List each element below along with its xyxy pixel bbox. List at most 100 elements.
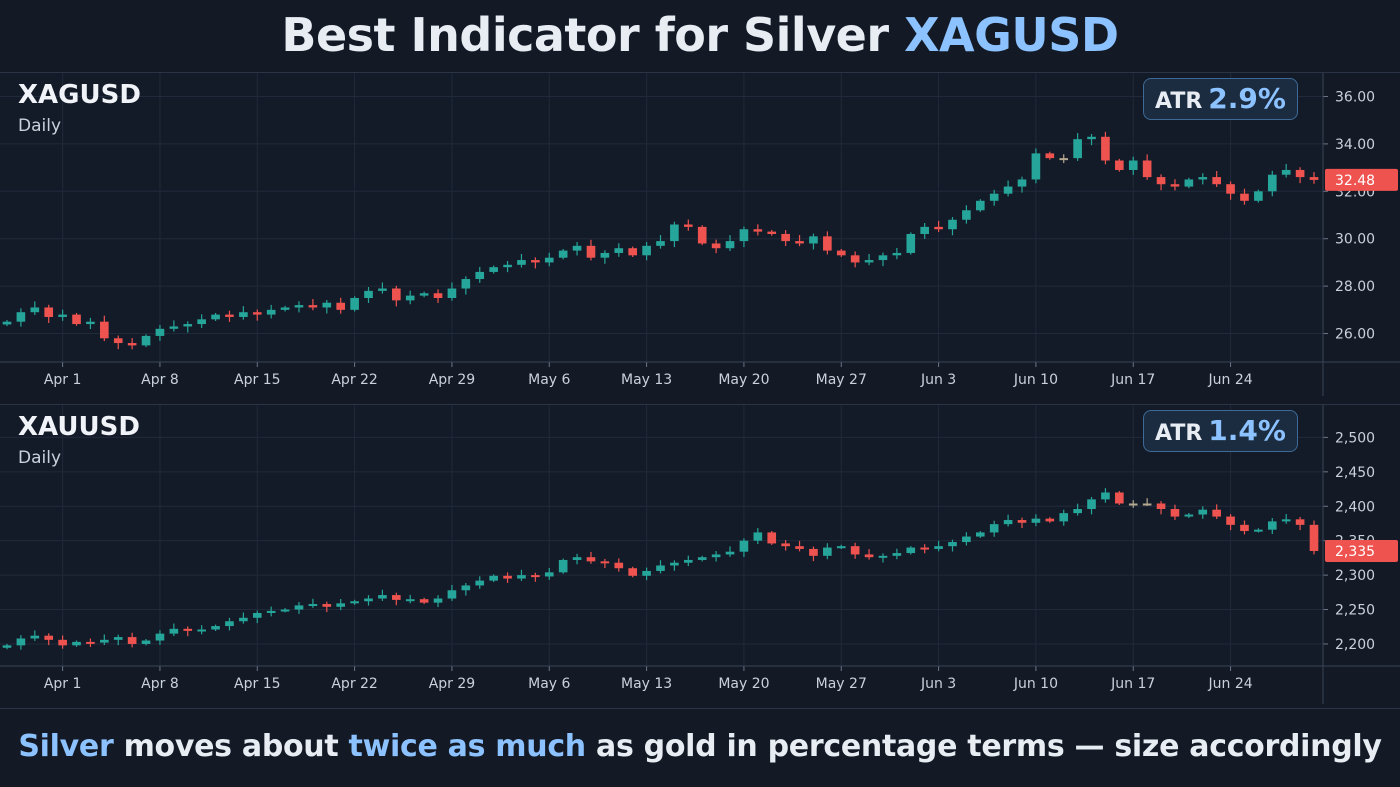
silver-candle-body [1156, 177, 1166, 185]
headline: Best Indicator for Silver XAGUSD [0, 0, 1400, 70]
gold-candle-body [239, 617, 248, 622]
silver-candle-body [1045, 153, 1055, 159]
silver-candle-body [113, 338, 123, 344]
silver-candle-body [183, 324, 193, 327]
gold-candle-body [572, 557, 582, 560]
silver-candle-body [1240, 193, 1249, 201]
gold-atr-label: ATR [1155, 421, 1203, 446]
silver-symbol-label: XAGUSD [18, 80, 141, 110]
silver-x-tick-label: May 13 [621, 372, 672, 388]
silver-candle-body [1003, 186, 1013, 194]
silver-candle-body [850, 255, 860, 263]
silver-candle-body [72, 314, 81, 325]
silver-candle-body [225, 314, 234, 317]
silver-candle-body [878, 255, 888, 261]
silver-x-tick-label: Apr 15 [234, 372, 280, 388]
gold-candle-body [948, 542, 957, 547]
gold-x-tick-label: Jun 24 [1208, 676, 1253, 692]
gold-candle-body [44, 635, 54, 640]
silver-candle-body [461, 279, 471, 289]
gold-candle-body [489, 575, 498, 581]
headline-accent: XAGUSD [904, 8, 1119, 62]
gold-plot-area [0, 404, 1323, 666]
silver-x-tick-label: Apr 1 [44, 372, 82, 388]
gold-candle-body [392, 595, 401, 600]
gold-candle-body [934, 546, 943, 549]
silver-candle-body [1115, 160, 1124, 170]
silver-last-price-label: 32.48 [1335, 173, 1375, 189]
gold-candle-body [419, 599, 429, 603]
silver-candle-body [906, 233, 916, 253]
gold-candle-body [1045, 518, 1055, 522]
gold-x-tick-label: Apr 29 [429, 676, 475, 692]
gold-candle-body [892, 553, 902, 556]
silver-candle-body [252, 312, 262, 315]
silver-candle-body [447, 288, 457, 298]
gold-y-tick-label: 2,450 [1335, 465, 1375, 481]
gold-candle-body [989, 524, 999, 533]
gold-candle-body [683, 559, 693, 563]
gold-candle-body [1240, 524, 1249, 532]
gold-candle-body [1115, 492, 1124, 504]
gold-last-price-tag [1325, 540, 1398, 563]
gold-candle-body [447, 590, 457, 599]
silver-candle-body [753, 229, 763, 232]
gold-y-tick-label: 2,300 [1335, 568, 1375, 584]
silver-candle-body [1017, 179, 1027, 187]
silver-y-tick-label: 26.00 [1335, 327, 1375, 343]
gold-y-tick-label: 2,400 [1335, 499, 1375, 515]
gold-candle-body [433, 598, 443, 603]
silver-candle-body [86, 321, 95, 325]
gold-x-tick-label: Jun 10 [1013, 676, 1058, 692]
gold-candle-body [517, 575, 526, 579]
gold-last-price-label: 2,335 [1335, 544, 1375, 560]
silver-candle-body [1295, 169, 1305, 178]
silver-candle-body [364, 290, 373, 298]
silver-candle-body [503, 264, 512, 268]
gold-candle-body [197, 629, 206, 632]
gold-candle-body [739, 540, 749, 552]
gold-candle-body [141, 640, 151, 644]
silver-candle-body [127, 343, 137, 346]
gold-candle-body [1254, 529, 1263, 532]
gold-atr-value: 1.4% [1208, 414, 1286, 447]
silver-candle-body [1087, 136, 1096, 140]
silver-y-tick-label: 30.00 [1335, 232, 1375, 248]
silver-candle-body [1198, 177, 1208, 180]
gold-candle-body [1128, 503, 1138, 506]
gold-candle-body [350, 601, 359, 604]
footer-text-1: moves about [113, 729, 349, 764]
gold-candle-body [614, 562, 624, 569]
silver-candle-body [1267, 174, 1277, 192]
silver-candle-body [572, 245, 582, 251]
gold-candle-body [1073, 509, 1082, 514]
gold-x-tick-label: Apr 22 [331, 676, 377, 692]
silver-candle-body [16, 312, 26, 322]
gold-candle-body [975, 532, 985, 537]
gold-x-tick-label: May 27 [816, 676, 867, 692]
gold-candle-body [544, 572, 554, 577]
silver-timeframe-label: Daily [18, 116, 62, 136]
silver-candle-body [1184, 179, 1194, 187]
silver-candle-body [614, 248, 624, 253]
gold-candle-body [809, 548, 818, 556]
gold-candle-body [169, 628, 179, 634]
silver-candle-body [711, 243, 721, 249]
silver-candle-body [517, 260, 526, 265]
footer-divider [0, 708, 1400, 709]
silver-candle-body [656, 241, 665, 246]
silver-candle-body [989, 193, 999, 201]
silver-candle-body [795, 241, 804, 244]
gold-candle-body [823, 547, 832, 556]
silver-candle-body [30, 307, 40, 313]
gold-candle-body [850, 546, 860, 555]
silver-candle-body [697, 226, 707, 244]
gold-x-tick-label: Apr 15 [234, 676, 280, 692]
gold-candle-body [628, 568, 638, 576]
silver-candle-body [962, 210, 971, 220]
silver-x-tick-label: Jun 3 [920, 372, 956, 388]
silver-x-tick-label: Jun 17 [1110, 372, 1155, 388]
